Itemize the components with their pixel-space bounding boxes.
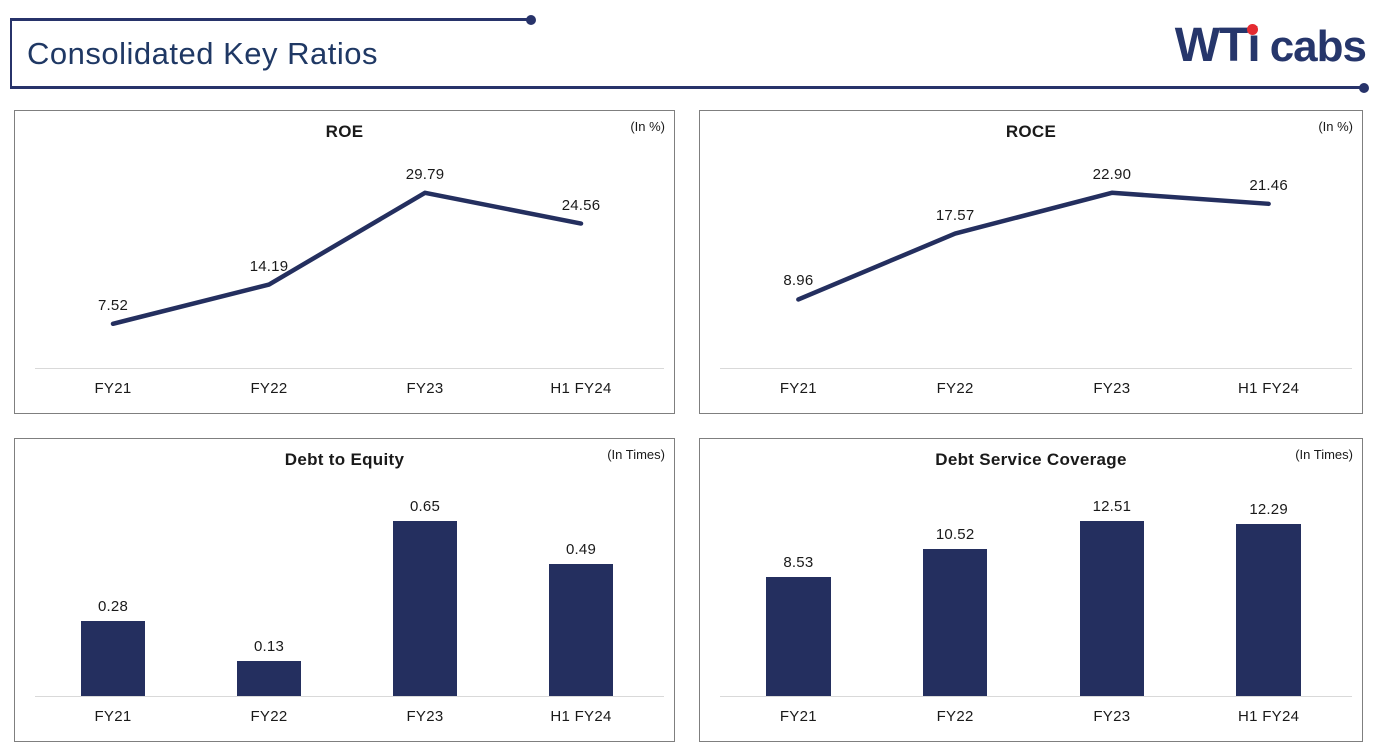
bar-slot: 12.29: [1190, 477, 1347, 696]
x-axis-tick-label: FY23: [406, 708, 444, 725]
bar-slot: 0.65: [347, 477, 503, 696]
x-axis-tick-label: FY21: [779, 380, 817, 397]
chart-title: ROCE: [1005, 122, 1057, 141]
chart-plot-area: 8.96 17.57 22.90 21.46: [720, 149, 1347, 368]
chart-unit-label: (In %): [630, 119, 665, 134]
data-label: 0.49: [566, 540, 596, 558]
chart-header: ROCE: [700, 122, 1362, 142]
data-label: 12.51: [1092, 497, 1132, 515]
decorative-line-bottom: [10, 82, 1369, 93]
data-label: 14.19: [249, 257, 289, 275]
bar-slot: 10.52: [877, 477, 1034, 696]
x-axis-tick-label: FY21: [779, 708, 817, 725]
x-axis-tick-label: FY22: [250, 708, 288, 725]
x-axis-labels: FY21 FY22 FY23 H1 FY24: [720, 708, 1347, 725]
chart-unit-label: (In Times): [1295, 447, 1353, 462]
x-axis-labels: FY21 FY22 FY23 H1 FY24: [35, 380, 659, 397]
bar-slot: 12.51: [1034, 477, 1191, 696]
x-axis-tick-label: FY21: [94, 380, 132, 397]
x-axis-tick-label: FY23: [406, 380, 444, 397]
data-label: 21.46: [1249, 176, 1288, 194]
roce-chart-panel: ROCE (In %) 8.96 17.57 22.90 21.46 FY21 FY22…: [699, 110, 1363, 414]
chart-header: ROE: [15, 122, 674, 142]
bar: [237, 660, 301, 696]
bar-slot: 8.53: [720, 477, 877, 696]
x-axis-line: [720, 368, 1352, 369]
roe-chart-panel: ROE (In %) 7.52 14.19 29.79 24.56 FY21 FY22 F…: [14, 110, 675, 414]
data-label: 17.57: [935, 206, 975, 224]
data-label: 8.96: [783, 272, 814, 290]
decorative-dot: [526, 14, 536, 25]
bar: [922, 548, 988, 696]
x-axis-tick-label: FY22: [936, 380, 974, 397]
bar: [549, 563, 613, 696]
x-axis-tick-label: FY23: [1093, 708, 1131, 725]
data-label: 0.13: [254, 637, 284, 655]
data-label: 12.29: [1249, 500, 1288, 518]
chart-title: Debt Service Coverage: [935, 450, 1127, 469]
decorative-dot: [1359, 82, 1369, 93]
chart-header: Debt to Equity: [15, 450, 674, 470]
data-label: 8.53: [783, 553, 814, 571]
x-axis-labels: FY21 FY22 FY23 H1 FY24: [720, 380, 1347, 397]
logo-text-wt: WT: [1174, 19, 1249, 72]
x-axis-tick-label: FY22: [936, 708, 974, 725]
data-label: 10.52: [935, 525, 975, 543]
x-axis-line: [35, 696, 664, 697]
x-axis-tick-label: H1 FY24: [1237, 708, 1300, 725]
chart-plot-area: 7.52 14.19 29.79 24.56: [35, 149, 659, 368]
logo-text-i: i: [1247, 19, 1261, 72]
bar-slot: 0.49: [503, 477, 659, 696]
x-axis-tick-label: H1 FY24: [550, 708, 612, 725]
x-axis-tick-label: FY23: [1093, 380, 1131, 397]
decorative-line-left: [10, 18, 12, 88]
logo-text-cabs: cabs: [1269, 22, 1367, 71]
chart-plot-area: 8.53 10.52 12.51 12.29: [720, 477, 1347, 696]
wti-cabs-logo: WTi cabs: [1174, 19, 1367, 72]
data-label: 0.28: [98, 597, 128, 615]
x-axis-tick-label: FY22: [250, 380, 288, 397]
bar: [81, 620, 145, 696]
x-axis-tick-label: FY21: [94, 708, 132, 725]
bar-slot: 0.13: [191, 477, 347, 696]
data-label: 29.79: [405, 165, 445, 183]
decorative-line-top: [10, 14, 536, 25]
bar: [1079, 520, 1144, 696]
chart-unit-label: (In %): [1318, 119, 1353, 134]
data-label: 7.52: [98, 296, 128, 314]
debt-service-coverage-chart-panel: Debt Service Coverage (In Times) 8.53 10.…: [699, 438, 1363, 742]
debt-to-equity-chart-panel: Debt to Equity (In Times) 0.28 0.13 0.65 0.…: [14, 438, 675, 742]
chart-title: ROE: [325, 122, 364, 141]
chart-title: Debt to Equity: [284, 450, 405, 469]
x-axis-line: [35, 368, 664, 369]
bar: [393, 520, 457, 696]
line-series: [35, 149, 659, 368]
chart-header: Debt Service Coverage: [700, 450, 1362, 470]
line-series: [720, 149, 1347, 368]
data-label: 0.65: [410, 497, 440, 515]
bar-slot: 0.28: [35, 477, 191, 696]
x-axis-line: [720, 696, 1352, 697]
chart-plot-area: 0.28 0.13 0.65 0.49: [35, 477, 659, 696]
page-title: Consolidated Key Ratios: [27, 36, 378, 71]
bar: [1236, 523, 1301, 696]
bar: [766, 576, 831, 696]
x-axis-tick-label: H1 FY24: [550, 380, 612, 397]
chart-unit-label: (In Times): [607, 447, 665, 462]
data-label: 24.56: [561, 196, 601, 214]
x-axis-tick-label: H1 FY24: [1237, 380, 1300, 397]
data-label: 22.90: [1092, 165, 1132, 183]
x-axis-labels: FY21 FY22 FY23 H1 FY24: [35, 708, 659, 725]
